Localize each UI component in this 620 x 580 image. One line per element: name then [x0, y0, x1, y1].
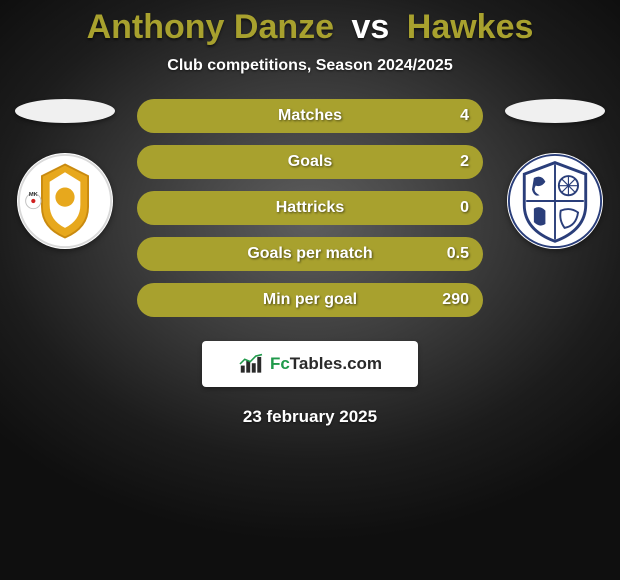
club-logo-right: [507, 153, 603, 249]
title-player1: Anthony Danze: [87, 8, 334, 46]
infographic-card: Anthony Danze vs Hawkes Club competition…: [0, 0, 620, 427]
stat-bar: Goals2: [137, 145, 483, 179]
stat-value-right: 0: [460, 191, 469, 225]
stat-bars: Matches4 Goals2 Hattricks0 Goals per match0…: [137, 99, 483, 317]
brand-badge: FcTables.com: [202, 341, 418, 387]
stat-bar-fill-right: [137, 145, 483, 179]
tranmere-rovers-crest-icon: [507, 153, 603, 249]
stat-bar-fill-right: [310, 191, 483, 225]
stat-bar-fill-right: [137, 237, 483, 271]
player2-photo-placeholder: [505, 99, 605, 123]
stat-bar-fill-left: [137, 191, 310, 225]
stat-bar-fill-right: [137, 99, 483, 133]
stat-value-right: 290: [442, 283, 469, 317]
stat-value-right: 0.5: [447, 237, 469, 271]
title-player2: Hawkes: [407, 8, 534, 46]
title-vs: vs: [351, 8, 389, 46]
club-logo-left: MK: [17, 153, 113, 249]
left-column: MK: [11, 99, 119, 249]
stat-value-right: 4: [460, 99, 469, 133]
player1-photo-placeholder: [15, 99, 115, 123]
stat-bar: Min per goal290: [137, 283, 483, 317]
stat-bar: Matches4: [137, 99, 483, 133]
brand-text: FcTables.com: [270, 354, 382, 374]
stat-value-right: 2: [460, 145, 469, 179]
mk-dons-crest-icon: MK: [17, 153, 113, 249]
bar-chart-icon: [238, 353, 264, 375]
right-column: [501, 99, 609, 249]
subtitle: Club competitions, Season 2024/2025: [0, 57, 620, 75]
date-text: 23 february 2025: [0, 407, 620, 427]
page-title: Anthony Danze vs Hawkes: [0, 0, 620, 47]
stat-bar: Goals per match0.5: [137, 237, 483, 271]
brand-rest: Tables.com: [290, 354, 382, 373]
main-row: MK Matches4 Goals2 Hattricks0 Goals per mat…: [0, 99, 620, 317]
stat-bar: Hattricks0: [137, 191, 483, 225]
brand-fc: Fc: [270, 354, 290, 373]
stat-bar-fill-right: [137, 283, 483, 317]
svg-text:MK: MK: [29, 192, 39, 198]
